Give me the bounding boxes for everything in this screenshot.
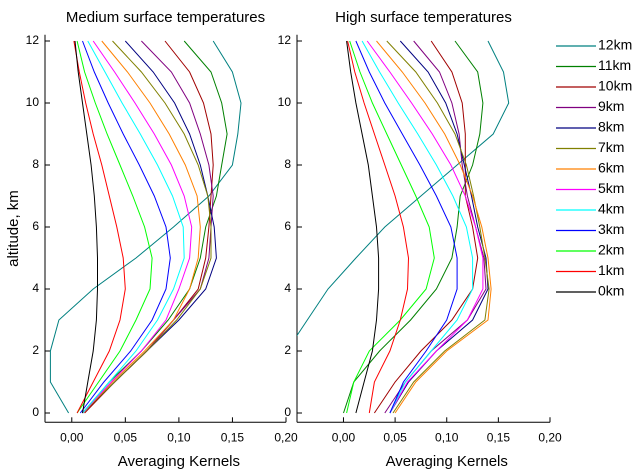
legend-label: 2km xyxy=(598,242,624,258)
legend-label: 12km xyxy=(598,37,632,53)
kernel-line xyxy=(373,40,479,414)
y-tick-label: 10 xyxy=(278,95,292,109)
y-tick-label: 6 xyxy=(284,219,291,233)
y-tick-label: 6 xyxy=(32,219,39,233)
y-tick-label: 8 xyxy=(32,157,39,171)
kernel-line xyxy=(82,40,193,414)
x-tick-label: 0,20 xyxy=(274,430,298,444)
legend-label: 0km xyxy=(598,283,624,299)
kernel-line xyxy=(73,40,126,414)
y-tick-label: 0 xyxy=(32,405,39,419)
legend-label: 1km xyxy=(598,262,624,278)
kernel-line xyxy=(76,40,153,414)
y-tick-label: 8 xyxy=(284,157,291,171)
kernel-line xyxy=(82,40,212,414)
kernel-line xyxy=(82,40,201,414)
x-tick-label: 0,10 xyxy=(167,430,191,444)
legend-label: 4km xyxy=(598,201,624,217)
kernel-line xyxy=(297,40,510,337)
kernel-line xyxy=(355,40,458,414)
y-tick-label: 4 xyxy=(284,281,291,295)
legend-label: 5km xyxy=(598,180,624,196)
y-tick-label: 10 xyxy=(26,95,40,109)
kernel-line xyxy=(82,40,214,414)
chart-title: Medium surface temperatures xyxy=(66,9,265,26)
x-axis-label: Averaging Kernels xyxy=(118,453,240,470)
plot-area xyxy=(297,40,510,414)
kernel-line xyxy=(384,40,487,414)
kernel-line xyxy=(366,40,484,414)
y-axis-label: altitude, km xyxy=(5,190,22,267)
y-tick-label: 2 xyxy=(284,343,291,357)
x-tick-label: 0,00 xyxy=(60,430,84,444)
kernel-line xyxy=(74,40,98,414)
y-tick-label: 0 xyxy=(284,405,291,419)
x-tick-label: 0,15 xyxy=(487,430,511,444)
kernel-line xyxy=(376,40,492,414)
plot-area xyxy=(49,40,242,414)
kernel-line xyxy=(347,40,410,414)
x-axis-label: Averaging Kernels xyxy=(386,453,508,470)
legend-label: 11km xyxy=(598,57,631,73)
chart-title: High surface temperatures xyxy=(335,9,512,26)
legend-label: 3km xyxy=(598,221,624,237)
kernel-line xyxy=(79,40,171,414)
legend-label: 9km xyxy=(598,98,624,114)
kernel-line xyxy=(84,40,214,414)
x-tick-label: 0,00 xyxy=(332,430,356,444)
y-tick-label: 12 xyxy=(26,33,40,47)
kernel-line xyxy=(343,40,484,414)
y-tick-label: 2 xyxy=(32,343,39,357)
legend-label: 7km xyxy=(598,139,624,155)
kernel-line xyxy=(346,40,380,414)
x-tick-label: 0,20 xyxy=(538,430,562,444)
x-tick-label: 0,15 xyxy=(221,430,245,444)
legend-label: 8km xyxy=(598,119,624,135)
kernel-line xyxy=(49,40,242,414)
x-tick-label: 0,05 xyxy=(114,430,138,444)
kernel-line xyxy=(346,40,435,414)
kernel-line xyxy=(386,40,490,414)
kernel-line xyxy=(361,40,474,414)
legend-label: 6km xyxy=(598,160,624,176)
kernel-line xyxy=(82,40,185,414)
kernel-line xyxy=(82,40,217,414)
x-tick-label: 0,10 xyxy=(435,430,459,444)
kernel-line xyxy=(82,40,228,414)
y-tick-label: 4 xyxy=(32,281,39,295)
legend-label: 10km xyxy=(598,78,632,94)
y-tick-label: 12 xyxy=(278,33,292,47)
x-tick-label: 0,05 xyxy=(383,430,407,444)
